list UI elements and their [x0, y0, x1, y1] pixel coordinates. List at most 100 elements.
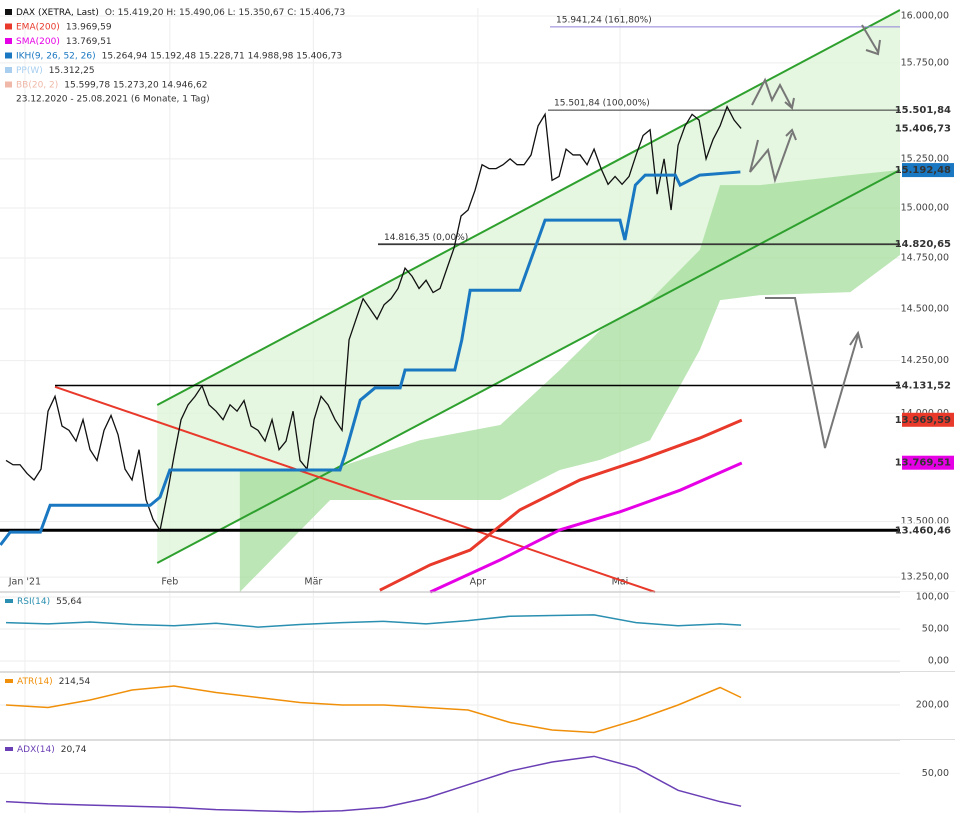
- period-label: 23.12.2020 - 25.08.2021 (6 Monate, 1 Tag…: [16, 95, 210, 105]
- legend-swatch: [5, 747, 13, 751]
- legend-name: SMA(200): [16, 37, 60, 47]
- legend-swatch: [5, 679, 13, 683]
- legend-name: PP(W): [16, 66, 43, 76]
- indicator-line: [379, 418, 743, 592]
- legend-swatch: [5, 52, 12, 59]
- legend-swatch: [5, 67, 12, 73]
- legend-swatch: [5, 81, 12, 88]
- y-tick-label: 14.500,00: [901, 303, 949, 314]
- x-tick-label: Jan '21: [8, 577, 41, 588]
- axis-background: [900, 0, 955, 592]
- y-tick-label: 13.250,00: [901, 572, 949, 583]
- price-label-box: [902, 378, 954, 393]
- overlay-layer: 16.000,00 15.750,00 15.250,00 15.000,00 14.7…: [5, 0, 955, 592]
- price-label-box: [902, 163, 954, 178]
- legend-entry: RSI(14) 55,64: [17, 597, 82, 607]
- axis-background: [900, 740, 955, 741]
- price-label-box: [902, 523, 954, 538]
- axis-background: [900, 592, 955, 593]
- legend-name: IKH(9, 26, 52, 26): [16, 51, 96, 61]
- legend-entry: EMA(200) 13.969,59: [16, 22, 112, 32]
- price-label: 14.131,52: [895, 380, 951, 391]
- legend-name: DAX (XETRA, Last): [16, 8, 99, 18]
- legend-value: 13.769,51: [66, 37, 112, 47]
- legend-swatch: [5, 23, 12, 30]
- y-tick-label: 200,00: [916, 700, 949, 711]
- arrow: [765, 297, 859, 449]
- price-label-box: [902, 103, 954, 118]
- legend-name: ATR(14): [17, 677, 53, 687]
- arrow: [749, 132, 793, 184]
- y-tick-label: 14.250,00: [901, 355, 949, 366]
- level-label: 15.941,24 (161,80%): [556, 15, 652, 25]
- x-tick-label: Mai: [612, 577, 629, 588]
- legend-swatch: [5, 599, 13, 603]
- legend-name: ADX(14): [17, 745, 55, 755]
- trendline: [156, 169, 901, 564]
- legend-name: RSI(14): [17, 597, 50, 607]
- legend-value: 15.264,94 15.192,48 15.228,71 14.988,98 …: [102, 51, 342, 61]
- legend-value: 55,64: [56, 597, 82, 607]
- price-label: 13.769,51: [895, 458, 951, 469]
- level-label: 14.816,35 (0,00%): [384, 233, 468, 243]
- legend-value: 20,74: [61, 745, 87, 755]
- price-label-box: [902, 412, 954, 427]
- legend-value: 15.599,78 15.273,20 14.946,62: [64, 80, 207, 90]
- axis-background: [900, 672, 955, 673]
- legend-value: 214,54: [59, 677, 91, 687]
- legend-name: EMA(200): [16, 22, 60, 32]
- indicator-line: [0, 170, 741, 546]
- legend-entry: ATR(14) 214,54: [17, 677, 90, 687]
- legend-entry: ADX(14) 20,74: [17, 745, 87, 755]
- legend-entry: BB(20, 2) 15.599,78 15.273,20 14.946,62: [16, 80, 207, 90]
- price-label: 14.820,65: [895, 239, 951, 250]
- arrow: [751, 77, 793, 109]
- arrow: [861, 24, 879, 53]
- price-label: 13.460,46: [895, 525, 951, 536]
- legend-value: O: 15.419,20 H: 15.490,06 L: 15.350,67 C…: [105, 8, 345, 18]
- legend-entry: PP(W) 15.312,25: [16, 66, 95, 76]
- legend-name: BB(20, 2): [16, 80, 58, 90]
- trendline: [156, 9, 901, 406]
- indicator-line: [5, 755, 742, 813]
- arrow-head: [849, 330, 863, 349]
- legend-value: 15.312,25: [49, 66, 95, 76]
- y-tick-label: 13.500,00: [901, 516, 949, 527]
- x-tick-label: Mär: [304, 577, 322, 588]
- legend-entry: IKH(9, 26, 52, 26) 15.264,94 15.192,48 15…: [16, 51, 342, 61]
- legend-entry: SMA(200) 13.769,51: [16, 37, 112, 47]
- arrow-head: [865, 39, 881, 56]
- indicator-line: [5, 614, 742, 628]
- y-tick-label: 50,00: [922, 624, 949, 635]
- indicator-line: [429, 461, 743, 594]
- price-label-box: [902, 455, 954, 470]
- legend-entry: DAX (XETRA, Last) O: 15.419,20 H: 15.490,…: [16, 8, 345, 18]
- y-tick-label: 15.750,00: [901, 57, 949, 68]
- price-label: 13.969,59: [895, 415, 951, 426]
- price-label-box: [902, 236, 954, 251]
- price-label-box: [902, 121, 954, 136]
- x-tick-label: Apr: [470, 577, 487, 588]
- y-tick-label: 16.000,00: [901, 10, 949, 21]
- level-label: 15.501,84 (100,00%): [554, 99, 650, 109]
- y-tick-label: 14.750,00: [901, 253, 949, 264]
- y-tick-label: 50,00: [922, 768, 949, 779]
- x-tick-label: Feb: [161, 577, 178, 588]
- legend-swatch: [5, 9, 12, 15]
- y-tick-label: 15.250,00: [901, 153, 949, 164]
- y-tick-label: 100,00: [916, 592, 949, 603]
- ichimoku-cloud: [239, 169, 901, 592]
- arrow-head: [784, 97, 795, 110]
- scenario-arrows: [749, 24, 881, 449]
- price-label: 15.406,73: [895, 123, 951, 134]
- price-label: 15.501,84: [895, 105, 951, 116]
- y-tick-label: 0,00: [928, 656, 949, 667]
- arrow-head: [785, 128, 797, 141]
- indicator-line: [5, 685, 742, 734]
- price-line: [5, 105, 742, 533]
- legend-swatch: [5, 38, 12, 44]
- legend-value: 13.969,59: [66, 22, 112, 32]
- plot-layer: Jan '21 Feb Mär Apr Mai 15.941,24 (161,80%) 15…: [0, 8, 955, 813]
- price-label: 15.192,48: [895, 165, 951, 176]
